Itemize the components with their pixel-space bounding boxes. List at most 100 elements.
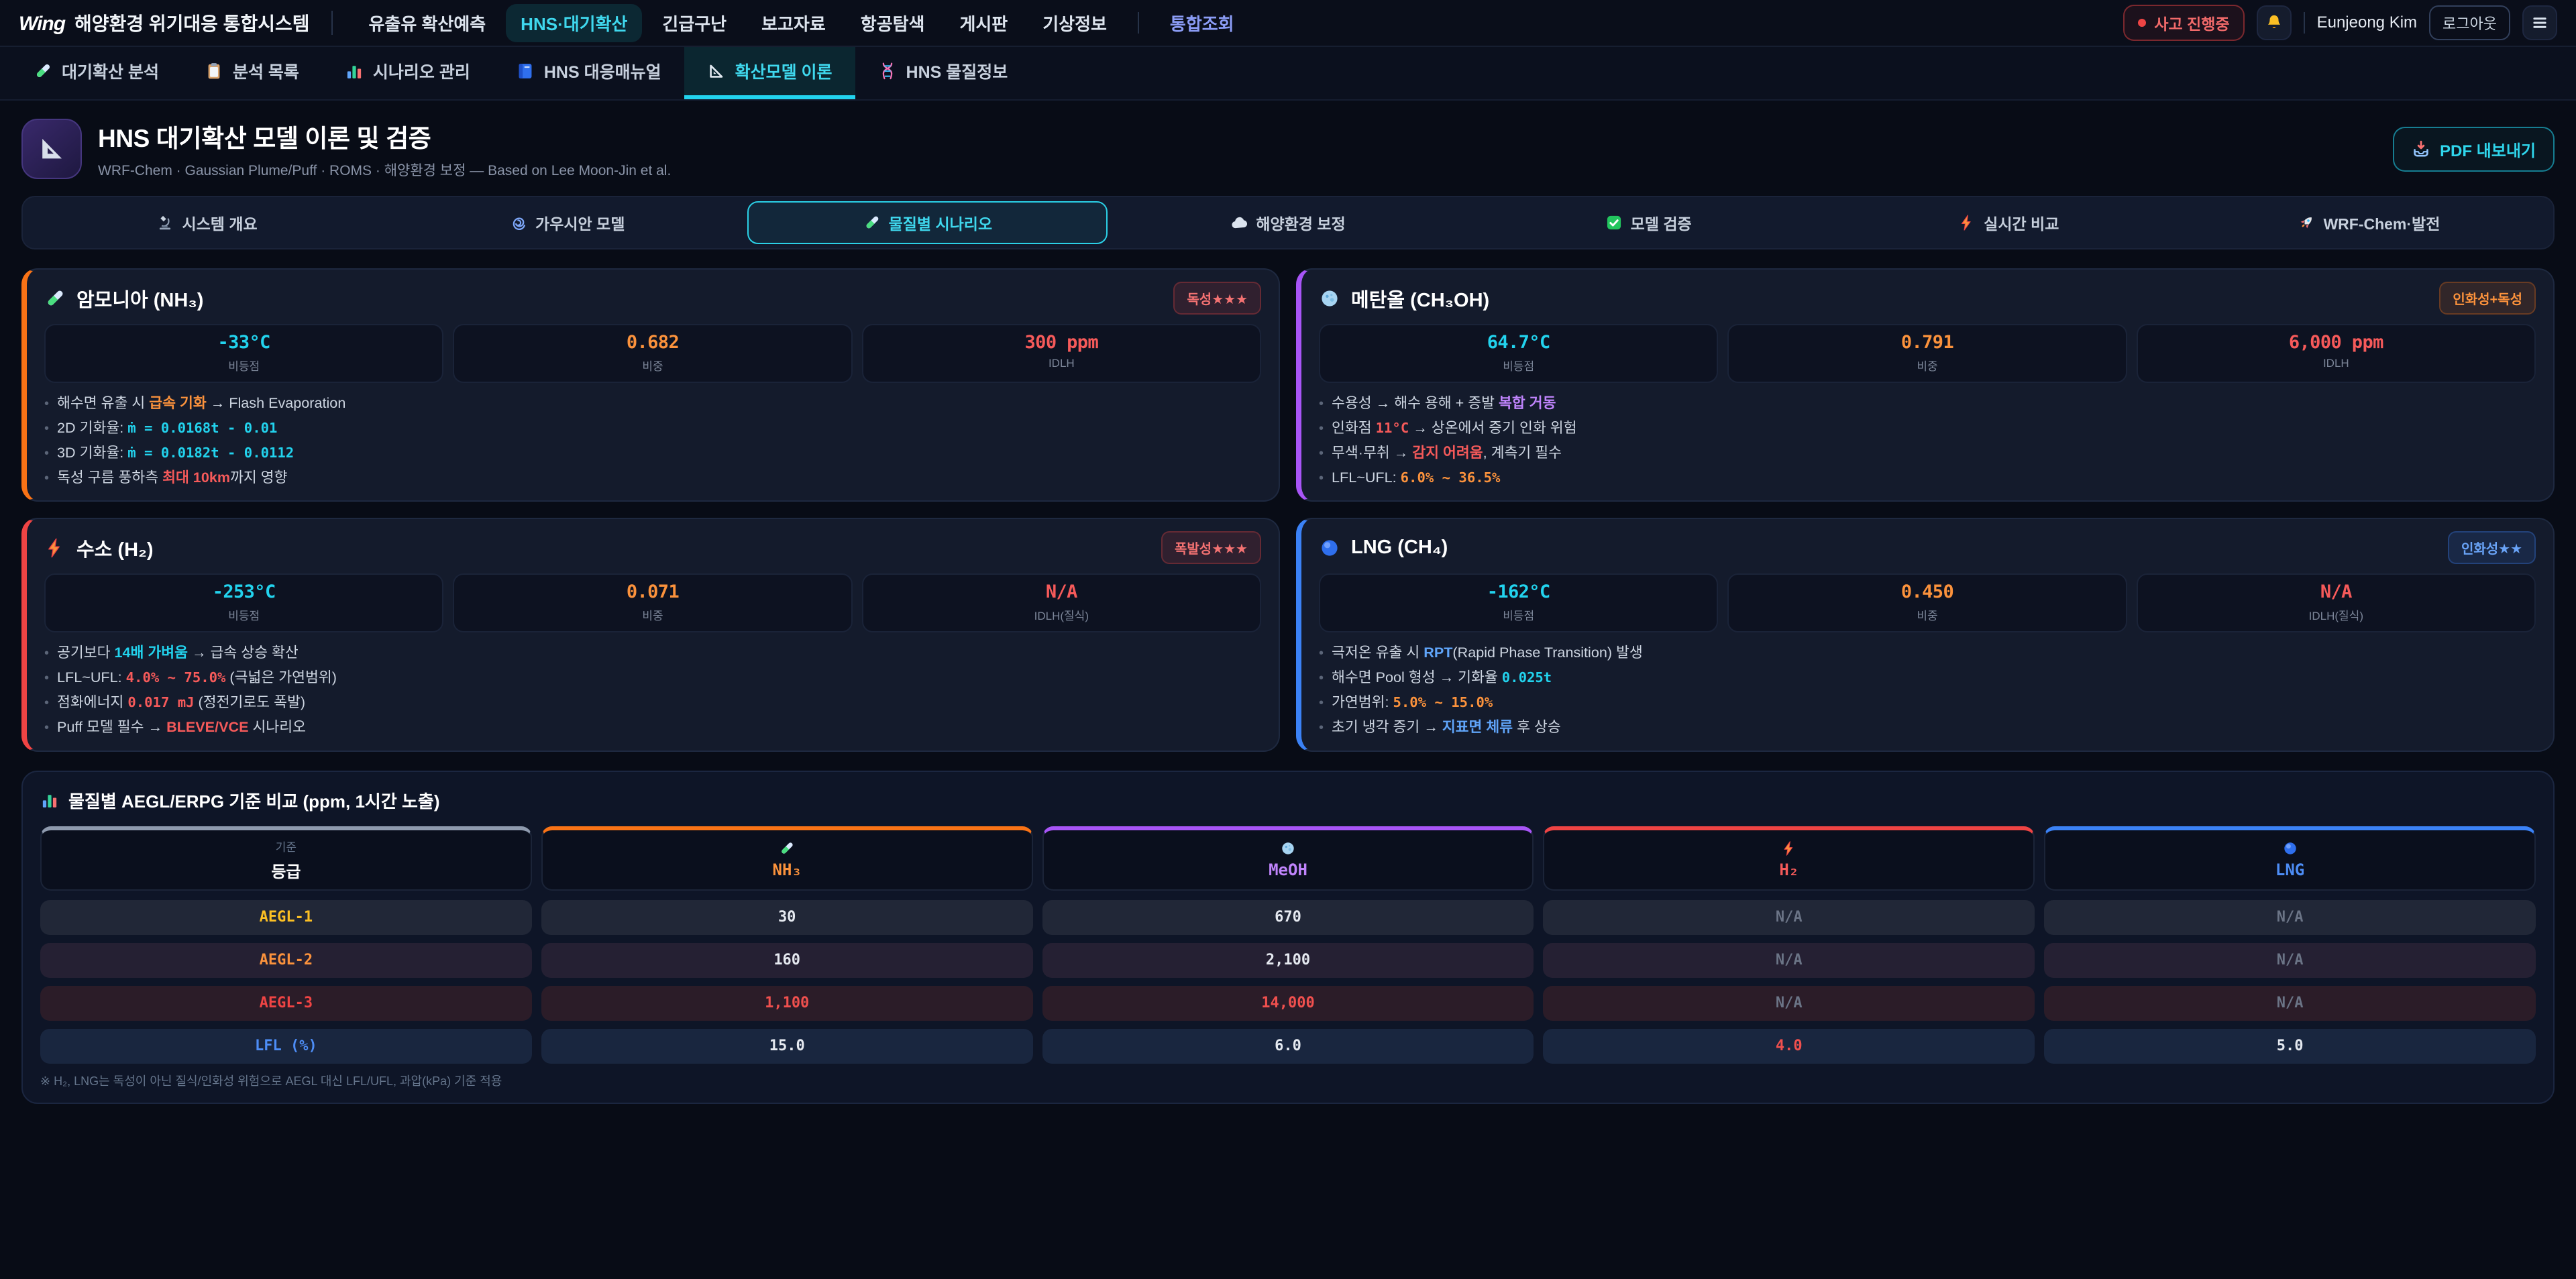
subtab-wrfchem[interactable]: WRF-Chem·발전 [2189,201,2549,244]
chemical-name: LNG (CH₄) [1351,537,1448,559]
nav-item-board[interactable]: 게시판 [959,13,1008,34]
stat-box: 0.450 비중 [1727,573,2127,633]
subtab-scenarios[interactable]: 물질별 시나리오 [747,201,1108,244]
table-title-text: 물질별 AEGL/ERPG 기준 비교 (ppm, 1시간 노출) [68,791,440,812]
bullet-text: 극저온 유출 시 RPT(Rapid Phase Transition) 발생 [1332,644,1643,661]
table-row: AEGL-3 1,100 14,000 N/A N/A [40,985,2536,1021]
nav-item-weather[interactable]: 기상정보 [1042,13,1107,34]
bullet-list: • 해수면 유출 시 급속 기화 → Flash Evaporation • 2D 기… [44,394,1261,487]
tab-list[interactable]: 분석 목록 [182,47,322,99]
dna-icon [878,62,897,80]
subtab-label: 물질별 시나리오 [888,215,993,233]
chemical-card-header: 암모니아 (NH₃) 독성★★★ [44,282,1261,315]
menu-button[interactable] [2522,5,2557,40]
stat-label: IDLH [1048,357,1075,370]
tab-scenario[interactable]: 시나리오 관리 [322,47,493,99]
rocket-icon [2298,214,2315,231]
bullet-dot: • [1319,696,1324,711]
stat-label: 비등점 [228,360,260,373]
aegl-table-section: 물질별 AEGL/ERPG 기준 비교 (ppm, 1시간 노출) 기준 등급 NH… [21,770,2555,1104]
table-footnote: ※ H₂, LNG는 독성이 아닌 질식/인화성 위험으로 AEGL 대신 LF… [40,1074,502,1088]
pdf-export-button[interactable]: PDF 내보내기 [2393,126,2555,172]
bullet-text: 수용성 → 해수 용해 + 증발 복합 거동 [1332,394,1556,411]
zap-icon [1781,840,1797,856]
row-label-cell: LFL (%) [40,1028,532,1064]
triangle-ruler-icon [36,133,68,165]
page-header-titles: HNS 대기확산 모델 이론 및 검증 WRF-Chem · Gaussian … [98,118,671,180]
subtab-label: WRF-Chem·발전 [2323,215,2440,233]
status-dot-icon [2138,19,2147,27]
stat-value: N/A [1045,581,1078,603]
bullet-item: • 공기보다 14배 가벼움 → 급속 상승 확산 [44,643,1261,662]
bullet-dot: • [1319,471,1324,486]
tab-theory[interactable]: 확산모델 이론 [684,47,855,99]
stat-label: 비등점 [1503,610,1535,623]
table-cell: 14,000 [1042,985,1534,1021]
swirl-icon [510,214,527,231]
bullet-dot: • [44,421,50,437]
table-cell: 670 [1042,899,1534,935]
bullet-text: 해수면 Pool 형성 → 기화율 0.025t [1332,669,1552,686]
subtab-validation[interactable]: 모델 검증 [1468,201,1829,244]
notifications-button[interactable] [2256,5,2292,40]
table-column-header-lng: LNG [2044,826,2536,891]
table-column-header-h2: H₂ [1543,826,2035,891]
brand-logo-text: 해양환경 위기대응 통합시스템 [74,13,310,34]
nav-item-rescue[interactable]: 긴급구난 [662,13,727,34]
stat-value: 0.450 [1900,581,1954,603]
nav-item-aerial[interactable]: 항공탐색 [860,13,925,34]
section-subtabs: 시스템 개요 가우시안 모델 물질별 시나리오 해양환경 보정 모델 검증 실시간 비교 W… [21,196,2555,249]
bullet-text: 해수면 유출 시 급속 기화 → Flash Evaporation [57,394,346,411]
bullet-dot: • [1319,396,1324,411]
tab-analysis[interactable]: 대기확산 분석 [11,47,182,99]
chemical-card-header: 메탄올 (CH₃OH) 인화성+독성 [1319,282,2536,315]
bullet-text: 무색·무취 → 감지 어려움, 계측기 필수 [1332,444,1562,461]
bar-chart-icon [345,62,364,80]
tab-label: 대기확산 분석 [62,63,159,82]
nav-item-portal[interactable]: 통합조회 [1169,13,1234,34]
column-label: NH₃ [772,860,802,879]
bullet-item: • 무색·무취 → 감지 어려움, 계측기 필수 [1319,443,2536,462]
chemical-card-lng: LNG (CH₄) 인화성★★ -162°C 비등점 0.450 비중 N/A IDLH(질식… [1296,518,2555,752]
stat-value: 300 ppm [1024,332,1099,353]
subtab-marine[interactable]: 해양환경 보정 [1108,201,1468,244]
stat-label: 비중 [1917,610,1938,623]
brand-logo: Wing 해양환경 위기대응 통합시스템 [19,9,310,36]
hazard-badge: 독성★★★ [1173,282,1261,315]
chemical-card-header: 수소 (H₂) 폭발성★★★ [44,531,1261,565]
nav-item-oil-spill[interactable]: 유출유 확산예측 [368,13,486,34]
nav-item-hns[interactable]: HNS·대기확산 [506,3,643,42]
tab-manual[interactable]: HNS 대응매뉴얼 [493,47,684,99]
bullet-dot: • [44,720,50,736]
pdf-export-label: PDF 내보내기 [2440,142,2536,160]
tab-substance[interactable]: HNS 물질정보 [855,47,1031,99]
bullet-item: • 인화점 11°C → 상온에서 증기 인화 위험 [1319,419,2536,437]
subtab-label: 모델 검증 [1630,215,1692,233]
row-label-cell: AEGL-3 [40,985,532,1021]
tab-label: 분석 목록 [232,63,299,82]
incident-status-badge[interactable]: 사고 진행중 [2123,5,2245,41]
bullet-item: • 점화에너지 0.017 mJ (정전기로도 폭발) [44,693,1261,712]
stat-box: 6,000 ppm IDLH [2136,324,2536,383]
tab-label: 확산모델 이론 [735,63,833,82]
subtab-realtime[interactable]: 실시간 비교 [1829,201,2189,244]
table-column-header-nh3: NH₃ [541,826,1033,891]
chemical-card-h2: 수소 (H₂) 폭발성★★★ -253°C 비등점 0.071 비중 N/A IDLH(질식)… [21,518,1280,752]
table-title: 물질별 AEGL/ERPG 기준 비교 (ppm, 1시간 노출) [40,788,2536,813]
brand-logo-mark: Wing [19,13,66,35]
subtab-overview[interactable]: 시스템 개요 [27,201,387,244]
nav-item-reports[interactable]: 보고자료 [761,13,826,34]
hazard-badge: 인화성★★ [2447,531,2536,565]
stats-row: -162°C 비등점 0.450 비중 N/A IDLH(질식) [1319,573,2536,633]
logout-button[interactable]: 로그아웃 [2429,5,2510,40]
navbar-right-group: 사고 진행중 Eunjeong Kim 로그아웃 [2123,5,2557,41]
bullet-dot: • [44,446,50,461]
table-row: AEGL-1 30 670 N/A N/A [40,899,2536,935]
subtab-gaussian[interactable]: 가우시안 모델 [387,201,747,244]
download-icon [2412,140,2430,158]
row-label-cell: AEGL-2 [40,942,532,978]
bullet-text: 3D 기화율: ṁ = 0.0182t - 0.0112 [57,444,294,461]
hazard-badge: 인화성+독성 [2439,282,2536,315]
bullet-text: Puff 모델 필수 → BLEVE/VCE 시나리오 [57,718,306,736]
table-cell: 1,100 [541,985,1033,1021]
